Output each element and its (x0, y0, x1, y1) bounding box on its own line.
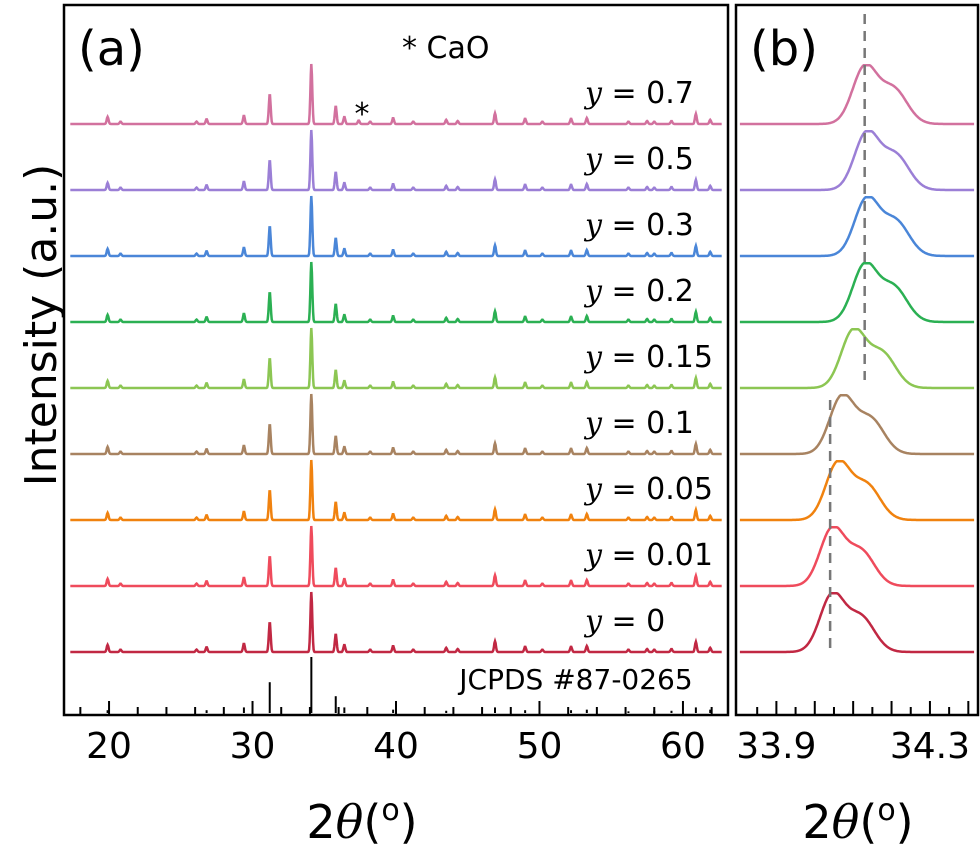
x-tick-label-b: 34.3 (890, 726, 970, 767)
series-label: y = 0.7 (583, 76, 694, 111)
x-tick-label-a: 50 (517, 726, 563, 767)
x-tick-label-a: 20 (86, 726, 132, 767)
series-label: y = 0.1 (583, 406, 694, 441)
x-tick-label-a: 30 (230, 726, 276, 767)
panel-a-x-ticks: 20 30 40 50 60 (80, 701, 711, 767)
series-label: y = 0.05 (583, 472, 713, 507)
series-label: y = 0.2 (583, 274, 694, 309)
series-label: y = 0.01 (583, 538, 713, 573)
peak-detail-line (740, 593, 974, 652)
cao-annotation: * CaO (402, 31, 489, 66)
series-label: y = 0.3 (583, 208, 694, 243)
peak-detail-line (740, 527, 974, 586)
series-label: y = 0.5 (583, 142, 694, 177)
y-axis-label: Intensity (a.u.) (16, 164, 67, 487)
x-tick-label-a: 40 (373, 726, 419, 767)
peak-detail-line (740, 197, 974, 256)
series-label: y = 0 (583, 604, 665, 639)
peak-detail-line (740, 395, 974, 454)
xrd-figure: Intensity (a.u.) y = 0.7y = 0.5y = 0.3y … (0, 0, 980, 856)
peak-detail-line (740, 263, 974, 322)
panel-b-x-ticks: 33.9 34.3 (736, 701, 970, 767)
jcpds-reference-label: JCPDS #87-0265 (457, 663, 692, 696)
x-axis-label-b: 2θ(o) (802, 793, 913, 849)
x-axis-label-a: 2θ(o) (306, 793, 417, 849)
panel-a-plot: y = 0.7 y = 0.5 y = 0.3 y = 0.2 y = 0.15 y = … (70, 64, 721, 713)
panel-a-label: (a) (78, 21, 145, 77)
peak-detail-line (740, 329, 974, 388)
x-tick-label-a: 60 (660, 726, 706, 767)
panel-b-frame (736, 5, 978, 715)
panel-b-plot (740, 14, 974, 652)
series-label: y = 0.15 (583, 340, 713, 375)
x-tick-label-b: 33.9 (736, 726, 816, 767)
peak-detail-line (740, 461, 974, 520)
panel-b-label: (b) (750, 21, 818, 77)
peak-detail-line (740, 131, 974, 190)
cao-peak-marker: * (355, 97, 370, 132)
